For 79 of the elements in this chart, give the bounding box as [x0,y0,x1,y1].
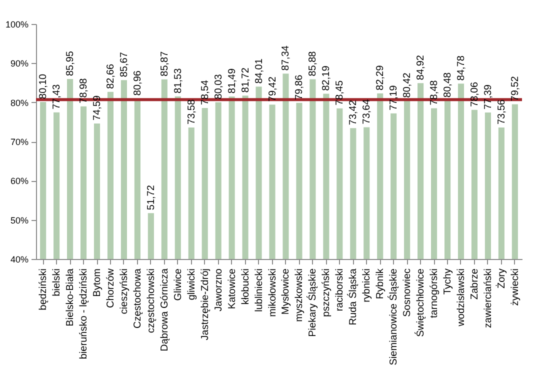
x-tick-label: tarnogórski [429,268,440,318]
data-label: 73,56 [496,99,508,125]
data-label: 77,43 [52,84,63,110]
y-tick-label: 40% [10,254,28,264]
data-label: 51,72 [146,184,157,210]
data-label: 73,64 [362,98,373,124]
x-tick-label: Sosnowiec [402,268,414,317]
y-tick-label: 80% [10,98,28,108]
data-label: 77,39 [482,84,494,110]
data-label: 78,54 [200,80,211,106]
x-tick-label: kłobucki [240,268,252,305]
x-tick-label: Bielsko-Biała [65,268,76,326]
data-label: 79,86 [294,74,306,100]
data-label: 82,66 [105,63,116,89]
data-label: 85,95 [65,50,76,76]
data-label: 78,48 [429,80,440,106]
x-tick-label: Żory [495,268,508,288]
x-tick-label: cieszyński [118,268,130,314]
data-label: 81,49 [226,68,238,94]
data-label: 84,92 [416,54,427,80]
x-tick-label: myszkowski [294,268,306,322]
x-tick-label: Gliwice [172,268,184,301]
data-label: 87,34 [280,45,292,71]
x-tick-label: Bytom [92,268,104,297]
x-tick-label: Ruda Śląska [347,268,360,326]
x-tick-label: bielski [52,268,63,296]
x-tick-label: Rybnik [375,268,386,300]
x-tick-label: rybnicki [362,268,373,302]
x-tick-label: Katowice [226,268,238,310]
x-tick-label: Mysłowice [280,268,292,315]
x-tick-label: Piekary Śląskie [306,268,319,337]
data-label: 85,87 [159,50,170,76]
data-label: 82,29 [375,64,386,90]
x-tick-label: żywiecki [510,268,521,306]
data-label: 85,88 [308,50,319,76]
x-tick-label: mikołowski [267,268,278,317]
data-label: 78,98 [78,78,90,104]
data-label: 82,19 [321,65,332,91]
x-tick-label: zawierciański [482,268,494,328]
data-label: 74,59 [92,95,104,121]
x-tick-label: bieruńsko - lędziński [78,268,90,360]
x-tick-label: Chorzów [105,268,116,308]
x-tick-label: raciborski [334,268,346,312]
x-tick-label: częstochowski [146,268,157,333]
data-label: 81,53 [172,68,184,94]
x-tick-label: Siemianowice Śląskie [388,268,400,366]
y-tick-label: 90% [10,58,28,69]
x-tick-label: będziński [38,268,50,310]
data-label: 81,72 [240,67,252,93]
data-label: 80,03 [213,74,224,100]
x-tick-label: Tychy [442,268,454,295]
y-tick-label: 70% [10,137,28,147]
data-label: 77,19 [388,84,400,110]
data-label: 80,42 [402,72,414,98]
x-tick-label: Świętochłowice [414,268,427,337]
data-label: 85,67 [118,52,130,78]
data-label: 84,78 [456,55,467,81]
x-tick-label: wodzisławski [456,268,467,328]
y-tick-label: 100% [5,20,28,30]
x-tick-label: Dąbrowa Górnicza [159,268,170,352]
x-tick-label: lubliniecki [254,268,265,312]
y-tick-label: 50% [10,215,28,226]
data-label: 78,45 [334,80,346,106]
x-tick-label: Zabrze [469,268,480,300]
x-tick-label: Częstochowa [132,268,144,329]
data-label: 80,48 [442,72,454,98]
data-label: 80,96 [132,70,144,96]
data-label: 73,42 [348,100,360,126]
x-tick-label: Jaworzno [213,268,224,312]
data-label: 73,58 [186,99,198,124]
y-tick-label: 60% [10,176,28,186]
x-tick-label: Jastrzębie-Zdrój [200,268,211,340]
data-label: 79,52 [510,76,521,102]
data-label: 79,42 [267,76,278,102]
x-tick-label: pszczyński [321,268,332,317]
data-label: 80,10 [38,73,50,99]
x-tick-label: gliwicki [186,268,198,300]
data-label: 84,01 [254,58,265,84]
data-label: 78,06 [469,81,480,107]
